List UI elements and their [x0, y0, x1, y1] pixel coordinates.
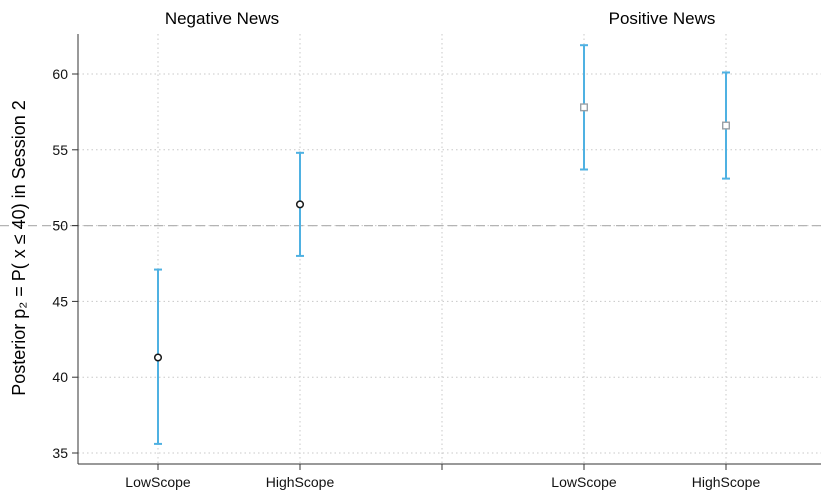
y-tick-label-60: 60 [52, 66, 68, 82]
x-tick-label-pos-lowscope: LowScope [551, 474, 617, 490]
panel-title-positive: Positive News [609, 9, 716, 28]
y-tick-label-50: 50 [52, 218, 68, 234]
point-neg-highscope [297, 201, 304, 208]
x-tick-label-pos-highscope: HighScope [692, 474, 761, 490]
y-tick-label-45: 45 [52, 293, 68, 309]
y-tick-label-40: 40 [52, 369, 68, 385]
y-axis-title: Posterior p₂ = P( x ≤ 40) in Session 2 [9, 100, 29, 396]
y-tick-label-35: 35 [52, 445, 68, 461]
point-pos-lowscope [581, 104, 588, 111]
point-neg-lowscope [155, 354, 162, 361]
marks-layer [154, 45, 730, 444]
grid-layer [0, 34, 821, 464]
panel-title-negative: Negative News [165, 9, 279, 28]
y-tick-label-55: 55 [52, 142, 68, 158]
x-tick-label-neg-highscope: HighScope [266, 474, 335, 490]
axis-layer: 35 40 45 50 55 60 [52, 34, 821, 470]
point-pos-highscope [723, 122, 730, 129]
x-tick-label-neg-lowscope: LowScope [125, 474, 191, 490]
